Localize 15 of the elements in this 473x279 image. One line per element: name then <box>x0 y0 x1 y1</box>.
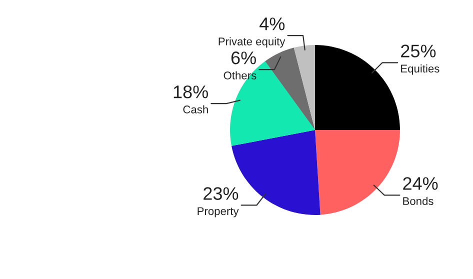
data-label: 6% <box>231 51 256 64</box>
pie-slice <box>315 45 400 130</box>
data-label: 23% <box>204 187 238 200</box>
pie-slice <box>294 45 315 130</box>
slice-label: Private equity <box>218 37 286 48</box>
pie-slice <box>265 48 315 130</box>
data-label: 24% <box>403 177 438 190</box>
pie-slice <box>315 130 400 215</box>
slice-label: Equities <box>401 64 440 75</box>
data-label: 4% <box>260 18 285 30</box>
slice-label: Property <box>198 207 239 218</box>
data-label: 18% <box>174 85 208 98</box>
data-label: 25% <box>401 44 436 58</box>
slice-label: Bonds <box>403 196 434 206</box>
slice-label: Cash <box>183 105 208 114</box>
